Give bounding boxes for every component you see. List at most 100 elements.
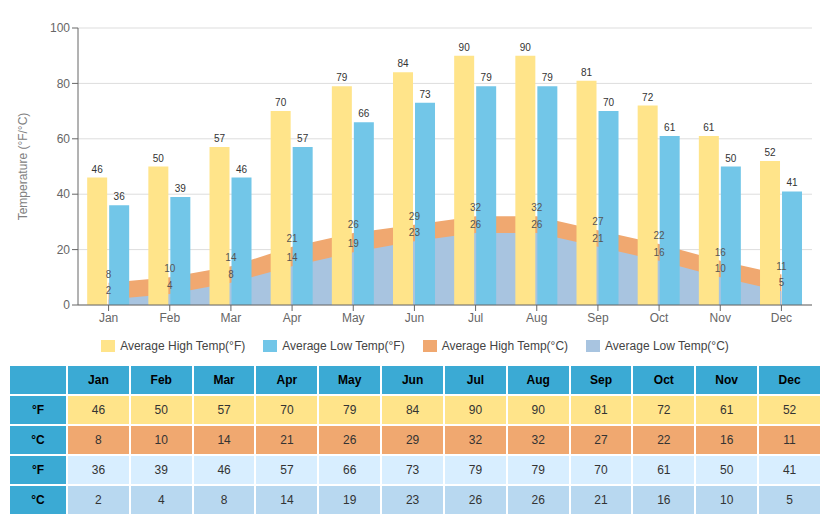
svg-text:4: 4	[167, 280, 173, 291]
svg-text:Apr: Apr	[283, 311, 302, 325]
svg-text:80: 80	[57, 77, 71, 91]
svg-text:52: 52	[764, 147, 776, 158]
html-text:50: 50	[154, 403, 168, 417]
svg-text:10: 10	[715, 263, 727, 274]
html-text:52: 52	[782, 403, 797, 417]
html-text:81: 81	[594, 403, 608, 417]
html-text:Sep: Sep	[590, 373, 612, 387]
svg-text:61: 61	[703, 122, 715, 133]
html-text:Jun: Jun	[401, 373, 424, 387]
svg-text:39: 39	[175, 183, 187, 194]
svg-text:73: 73	[419, 89, 431, 100]
svg-text:40: 40	[57, 187, 71, 201]
html-text:Average High Temp(°F): Average High Temp(°F)	[120, 339, 246, 353]
svg-text:11: 11	[776, 261, 787, 272]
svg-text:Sep: Sep	[587, 311, 609, 325]
svg-text:36: 36	[114, 191, 126, 202]
svg-text:26: 26	[531, 219, 543, 230]
svg-text:8: 8	[228, 269, 234, 280]
svg-text:84: 84	[397, 58, 409, 69]
svg-text:16: 16	[715, 247, 727, 258]
svg-text:46: 46	[236, 164, 248, 175]
html-text:72: 72	[657, 403, 671, 417]
html-text:21: 21	[280, 433, 294, 447]
svg-text:23: 23	[409, 227, 421, 238]
svg-text:Aug: Aug	[526, 311, 547, 325]
html-text:Nov: Nov	[715, 373, 738, 387]
svg-text:21: 21	[592, 233, 604, 244]
svg-text:Dec: Dec	[771, 311, 792, 325]
html-text:°F: °F	[31, 403, 45, 417]
svg-text:21: 21	[287, 233, 299, 244]
html-text:Jul: Jul	[466, 373, 484, 387]
svg-text:61: 61	[664, 122, 676, 133]
html-text:Average High Temp(°C): Average High Temp(°C)	[441, 339, 569, 353]
svg-text:8: 8	[106, 269, 112, 280]
svg-text:5: 5	[779, 277, 785, 288]
svg-text:Oct: Oct	[650, 311, 669, 325]
svg-text:Jun: Jun	[405, 311, 424, 325]
svg-text:14: 14	[225, 252, 237, 263]
svg-text:32: 32	[470, 202, 482, 213]
svg-text:May: May	[342, 311, 365, 325]
svg-text:57: 57	[214, 133, 226, 144]
svg-text:72: 72	[642, 92, 654, 103]
html-text:70: 70	[280, 403, 294, 417]
svg-text:27: 27	[592, 216, 604, 227]
html-text:90: 90	[531, 403, 545, 417]
svg-text:Nov: Nov	[710, 311, 731, 325]
svg-text:26: 26	[470, 219, 482, 230]
svg-text:10: 10	[164, 263, 176, 274]
svg-text:60: 60	[57, 132, 71, 146]
svg-text:16: 16	[654, 247, 666, 258]
html-text:10: 10	[154, 433, 168, 447]
svg-text:100: 100	[50, 21, 70, 35]
html-text:14: 14	[217, 433, 231, 447]
svg-text:79: 79	[481, 72, 493, 83]
html-text:°C: °C	[31, 433, 45, 447]
html-text:57: 57	[217, 403, 231, 417]
html-text:Mar: Mar	[213, 373, 235, 387]
html-text:Dec: Dec	[778, 373, 801, 387]
svg-text:90: 90	[459, 42, 471, 53]
svg-text:41: 41	[786, 177, 798, 188]
svg-text:81: 81	[581, 67, 593, 78]
svg-text:2: 2	[106, 285, 112, 296]
svg-text:20: 20	[57, 243, 71, 257]
svg-text:70: 70	[603, 97, 615, 108]
svg-text:0: 0	[63, 298, 70, 312]
svg-text:32: 32	[531, 202, 543, 213]
html-text:Average Low Temp(°C): Average Low Temp(°C)	[605, 339, 729, 353]
svg-text:Feb: Feb	[159, 311, 180, 325]
svg-text:46: 46	[92, 164, 104, 175]
svg-text:66: 66	[358, 108, 370, 119]
svg-text:26: 26	[348, 219, 360, 230]
svg-text:57: 57	[297, 133, 309, 144]
svg-text:90: 90	[520, 42, 532, 53]
svg-text:Jul: Jul	[468, 311, 483, 325]
svg-text:Temperature (°F/°C): Temperature (°F/°C)	[16, 113, 30, 221]
html-text:Apr: Apr	[276, 373, 298, 387]
html-text:Aug: Aug	[526, 373, 550, 387]
html-text:Feb: Feb	[150, 373, 172, 387]
html-text:46: 46	[91, 403, 106, 417]
svg-text:19: 19	[348, 238, 360, 249]
svg-text:70: 70	[275, 97, 287, 108]
svg-text:50: 50	[725, 153, 737, 164]
svg-text:Jan: Jan	[99, 311, 118, 325]
html-text:79: 79	[343, 403, 357, 417]
svg-text:79: 79	[542, 72, 554, 83]
html-text:Average Low Temp(°F): Average Low Temp(°F)	[282, 339, 405, 353]
svg-text:79: 79	[336, 72, 348, 83]
html-text:Jan: Jan	[88, 373, 109, 387]
html-text:Oct: Oct	[653, 373, 674, 387]
svg-text:Mar: Mar	[221, 311, 242, 325]
html-text:61: 61	[720, 403, 734, 417]
html-text:84: 84	[405, 403, 420, 417]
svg-text:14: 14	[287, 252, 299, 263]
svg-text:50: 50	[153, 153, 165, 164]
svg-text:29: 29	[409, 211, 421, 222]
html-text:May: May	[338, 373, 362, 387]
svg-text:22: 22	[654, 230, 666, 241]
html-text:90: 90	[468, 403, 483, 417]
